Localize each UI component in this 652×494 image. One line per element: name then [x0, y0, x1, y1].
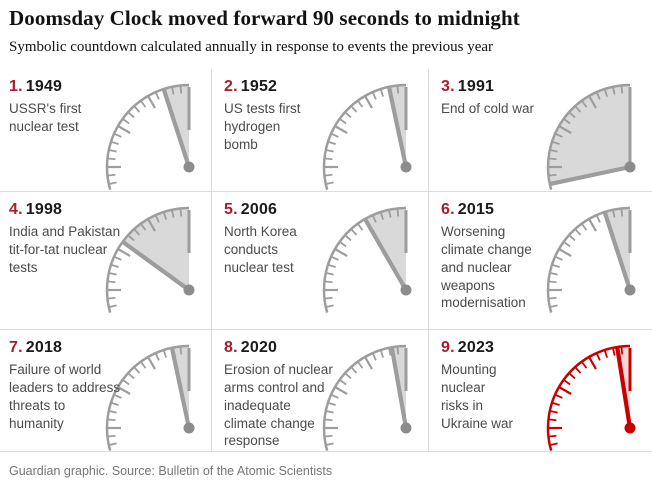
page-title: Doomsday Clock moved forward 90 seconds … [9, 6, 520, 30]
clock-event-label: North Korea conducts nuclear test [224, 224, 297, 275]
clock-year: 2018 [25, 339, 63, 357]
clock-event-label: US tests first hydrogen bomb [224, 101, 301, 152]
clock-cell-text: 8. 2020 Erosion of nuclear arms control an… [224, 339, 350, 450]
clock-rank-number: 4. [9, 201, 23, 219]
clock-event-label: End of cold war [441, 101, 535, 117]
clock-rank-number: 2. [224, 78, 238, 96]
clock-event-label: Failure of world leaders to address thre… [9, 362, 121, 431]
clock-rank-number: 6. [441, 201, 455, 219]
doomsday-clock-gauge-2018 [95, 336, 199, 457]
clock-year: 1952 [240, 78, 278, 96]
clock-cell-1998: 4. 1998 India and Pakistan tit-for-tat nuc… [0, 191, 211, 329]
clock-cell-text: 7. 2018 Failure of world leaders to addres… [9, 339, 135, 432]
clock-cell-1991: 3. 1991 End of cold war [428, 69, 652, 192]
clock-heading: 2. 1952 [224, 78, 350, 96]
clock-cell-2020: 8. 2020 Erosion of nuclear arms control an… [211, 329, 428, 452]
clock-year: 1998 [25, 201, 63, 219]
clock-heading: 5. 2006 [224, 201, 350, 219]
clock-rank-number: 3. [441, 78, 455, 96]
clock-event-label: Worsening climate change and nuclear wea… [441, 224, 532, 311]
clock-cell-text: 6. 2015 Worsening climate change and nucle… [441, 201, 543, 312]
doomsday-clock-gauge-1991 [536, 75, 640, 196]
clock-rank-number: 8. [224, 339, 238, 357]
doomsday-clock-gauge-1998 [95, 198, 199, 319]
clock-rank-number: 9. [441, 339, 455, 357]
clock-cell-1952: 2. 1952 US tests first hydrogen bomb [211, 69, 428, 192]
clock-year: 2015 [457, 201, 495, 219]
clock-grid: 1. 1949 USSR's first nuclear test 2. 1952 US … [0, 69, 652, 453]
clock-cell-text: 2. 1952 US tests first hydrogen bomb [224, 78, 350, 153]
clock-cell-text: 4. 1998 India and Pakistan tit-for-tat nuc… [9, 201, 135, 276]
page-subtitle: Symbolic countdown calculated annually i… [9, 39, 494, 56]
doomsday-clock-gauge-2006 [312, 198, 416, 319]
clock-cell-2018: 7. 2018 Failure of world leaders to addres… [0, 329, 211, 452]
doomsday-clock-gauge-2015 [536, 198, 640, 319]
clock-rank-number: 5. [224, 201, 238, 219]
clock-event-label: USSR's first nuclear test [9, 101, 82, 134]
doomsday-clock-gauge-2020 [312, 336, 416, 457]
clock-year: 2023 [457, 339, 495, 357]
doomsday-clock-gauge-2023 [536, 336, 640, 457]
clock-heading: 7. 2018 [9, 339, 135, 357]
doomsday-clock-gauge-1952 [312, 75, 416, 196]
clock-heading: 1. 1949 [9, 78, 135, 96]
clock-cell-text: 3. 1991 End of cold war [441, 78, 543, 118]
clock-event-label: India and Pakistan tit-for-tat nuclear t… [9, 224, 121, 275]
clock-cell-2023: 9. 2023 Mounting nuclear risks in Ukraine … [428, 329, 652, 452]
clock-rank-number: 1. [9, 78, 23, 96]
clock-cell-2015: 6. 2015 Worsening climate change and nucle… [428, 191, 652, 330]
clock-heading: 4. 1998 [9, 201, 135, 219]
clock-year: 1991 [457, 78, 495, 96]
source-caption: Guardian graphic. Source: Bulletin of th… [9, 464, 333, 479]
clock-cell-text: 5. 2006 North Korea conducts nuclear test [224, 201, 350, 276]
clock-event-label: Erosion of nuclear arms control and inad… [224, 362, 333, 449]
clock-heading: 6. 2015 [441, 201, 543, 219]
clock-rank-number: 7. [9, 339, 23, 357]
clock-cell-text: 9. 2023 Mounting nuclear risks in Ukraine … [441, 339, 543, 432]
header: Doomsday Clock moved forward 90 seconds … [0, 0, 652, 56]
clock-event-label: Mounting nuclear risks in Ukraine war [441, 362, 514, 431]
clock-cell-2006: 5. 2006 North Korea conducts nuclear test [211, 191, 428, 330]
clock-year: 2020 [240, 339, 278, 357]
clock-year: 2006 [240, 201, 278, 219]
doomsday-clock-gauge-1949 [95, 75, 199, 196]
clock-heading: 8. 2020 [224, 339, 350, 357]
clock-heading: 9. 2023 [441, 339, 543, 357]
clock-cell-text: 1. 1949 USSR's first nuclear test [9, 78, 135, 136]
clock-cell-1949: 1. 1949 USSR's first nuclear test [0, 69, 211, 191]
clock-year: 1949 [25, 78, 63, 96]
clock-heading: 3. 1991 [441, 78, 543, 96]
